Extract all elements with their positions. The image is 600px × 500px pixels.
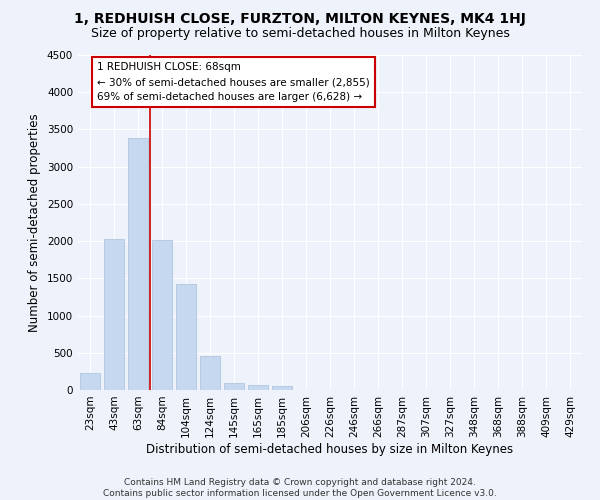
Y-axis label: Number of semi-detached properties: Number of semi-detached properties	[28, 113, 41, 332]
X-axis label: Distribution of semi-detached houses by size in Milton Keynes: Distribution of semi-detached houses by …	[146, 442, 514, 456]
Bar	[200, 356, 220, 390]
Bar	[152, 240, 172, 390]
Bar	[272, 386, 292, 390]
Bar	[128, 138, 148, 390]
Text: 1, REDHUISH CLOSE, FURZTON, MILTON KEYNES, MK4 1HJ: 1, REDHUISH CLOSE, FURZTON, MILTON KEYNE…	[74, 12, 526, 26]
Bar	[224, 382, 244, 390]
Bar	[80, 373, 100, 390]
Text: 1 REDHUISH CLOSE: 68sqm
← 30% of semi-detached houses are smaller (2,855)
69% of: 1 REDHUISH CLOSE: 68sqm ← 30% of semi-de…	[97, 62, 370, 102]
Bar	[248, 385, 268, 390]
Text: Size of property relative to semi-detached houses in Milton Keynes: Size of property relative to semi-detach…	[91, 28, 509, 40]
Text: Contains HM Land Registry data © Crown copyright and database right 2024.
Contai: Contains HM Land Registry data © Crown c…	[103, 478, 497, 498]
Bar	[176, 284, 196, 390]
Bar	[104, 239, 124, 390]
